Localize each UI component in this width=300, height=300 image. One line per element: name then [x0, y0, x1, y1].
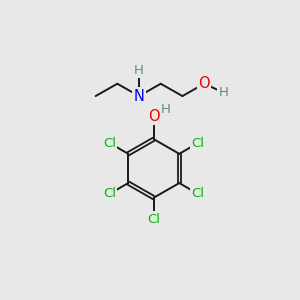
Text: N: N [134, 88, 145, 104]
Text: Cl: Cl [191, 187, 205, 200]
Text: H: H [161, 103, 171, 116]
Text: O: O [148, 109, 160, 124]
Text: Cl: Cl [147, 213, 160, 226]
Text: Cl: Cl [103, 187, 116, 200]
Text: H: H [219, 86, 228, 100]
Text: Cl: Cl [103, 136, 116, 149]
Text: H: H [134, 64, 144, 77]
Text: O: O [198, 76, 210, 91]
Text: Cl: Cl [191, 136, 205, 149]
